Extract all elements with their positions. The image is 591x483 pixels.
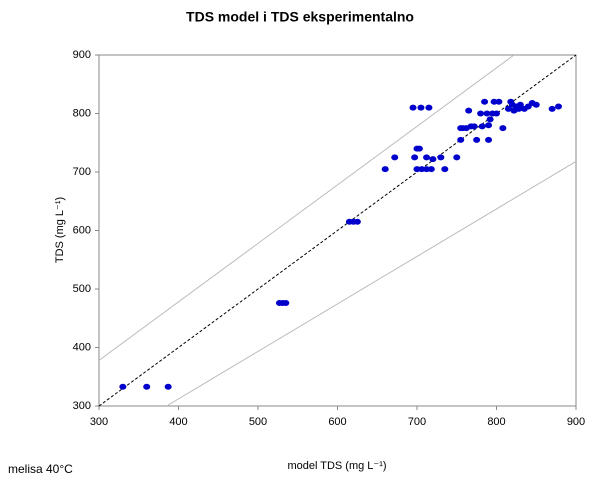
x-tick-label: 800 (487, 416, 505, 428)
reference-line (98, 54, 515, 361)
chart-title: TDS model i TDS eksperimentalno (186, 9, 414, 25)
point (417, 104, 425, 111)
reference-line (98, 54, 577, 407)
point (415, 145, 423, 152)
point (485, 136, 493, 143)
point (499, 125, 507, 132)
point (441, 166, 449, 173)
reference-line (166, 161, 577, 407)
x-axis-label: model TDS (mg L⁻¹) (287, 460, 386, 472)
point (493, 110, 500, 117)
point (532, 101, 540, 108)
point (437, 154, 445, 161)
point (411, 154, 419, 161)
point (473, 136, 481, 143)
point (485, 122, 493, 129)
point (453, 154, 461, 161)
point (457, 136, 465, 143)
point (478, 123, 486, 130)
y-tick-label: 500 (73, 283, 91, 295)
point (548, 105, 556, 112)
point (425, 104, 433, 111)
point (353, 218, 361, 225)
point (555, 103, 563, 110)
point (495, 98, 503, 105)
point (164, 383, 172, 390)
x-tick-label: 500 (249, 416, 267, 428)
point (427, 166, 435, 173)
point (423, 154, 431, 161)
point (516, 101, 524, 108)
x-tick-label: 900 (567, 416, 585, 428)
point (391, 154, 399, 161)
x-tick-label: 400 (169, 416, 187, 428)
y-axis-label: TDS (mg L⁻¹) (54, 197, 66, 263)
y-tick-label: 600 (73, 224, 91, 236)
point (282, 300, 290, 307)
point (381, 166, 389, 173)
x-tick-label: 700 (408, 416, 426, 428)
point (409, 104, 417, 111)
y-tick-label: 300 (73, 400, 91, 412)
point (470, 123, 478, 130)
footer: melisa 40°C (8, 462, 73, 476)
point (465, 107, 473, 114)
point (483, 110, 491, 117)
point (477, 110, 485, 117)
x-tick-label: 600 (328, 416, 346, 428)
point (119, 383, 127, 390)
y-tick-label: 800 (73, 107, 91, 119)
y-tick-label: 400 (73, 341, 91, 353)
y-tick-label: 900 (73, 49, 91, 61)
point (429, 156, 437, 163)
x-tick-label: 300 (90, 416, 108, 428)
point (486, 116, 494, 123)
point (504, 105, 512, 112)
point (481, 98, 489, 105)
y-tick-label: 700 (73, 166, 91, 178)
point (143, 383, 151, 390)
